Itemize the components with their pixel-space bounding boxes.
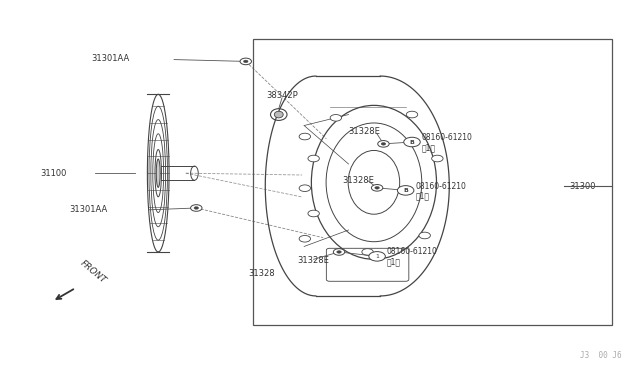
- Ellipse shape: [156, 159, 160, 187]
- Circle shape: [243, 60, 248, 63]
- Text: 38342P: 38342P: [266, 91, 298, 100]
- Text: 31301AA: 31301AA: [69, 205, 108, 214]
- FancyBboxPatch shape: [326, 248, 409, 281]
- Circle shape: [299, 185, 310, 192]
- Circle shape: [362, 248, 373, 255]
- Text: 08160-61210: 08160-61210: [387, 247, 438, 256]
- Text: 31328E: 31328E: [298, 256, 330, 264]
- Bar: [253, 39, 612, 325]
- Circle shape: [308, 210, 319, 217]
- Text: 31328E: 31328E: [342, 176, 374, 185]
- Circle shape: [337, 251, 341, 253]
- Text: 31100: 31100: [40, 169, 66, 178]
- Circle shape: [240, 58, 252, 65]
- Text: 31300: 31300: [570, 182, 596, 190]
- Circle shape: [378, 141, 389, 147]
- Circle shape: [330, 115, 342, 121]
- Circle shape: [333, 248, 345, 255]
- Text: B: B: [403, 188, 408, 193]
- Text: 1: 1: [375, 254, 379, 259]
- Circle shape: [308, 155, 319, 162]
- Text: 08160-61210: 08160-61210: [415, 182, 466, 190]
- Circle shape: [406, 111, 418, 118]
- Circle shape: [194, 207, 198, 209]
- Circle shape: [397, 186, 414, 195]
- Circle shape: [191, 205, 202, 211]
- Text: （1）: （1）: [422, 143, 435, 152]
- Text: （1）: （1）: [387, 257, 401, 266]
- Text: 31328: 31328: [248, 269, 275, 279]
- Text: 31301AA: 31301AA: [92, 54, 130, 63]
- Circle shape: [419, 232, 430, 239]
- Text: B: B: [410, 140, 415, 145]
- Text: 08160-61210: 08160-61210: [422, 133, 472, 142]
- Circle shape: [299, 235, 310, 242]
- Circle shape: [369, 251, 385, 261]
- Circle shape: [299, 133, 310, 140]
- Circle shape: [431, 155, 443, 162]
- Circle shape: [371, 185, 383, 191]
- Circle shape: [381, 142, 386, 145]
- Text: 31328E: 31328E: [349, 127, 380, 136]
- Text: （1）: （1）: [415, 192, 429, 201]
- Circle shape: [375, 186, 380, 189]
- Text: FRONT: FRONT: [79, 258, 108, 285]
- Ellipse shape: [275, 111, 284, 118]
- Circle shape: [404, 137, 420, 147]
- Text: J3  00 J6: J3 00 J6: [580, 351, 621, 360]
